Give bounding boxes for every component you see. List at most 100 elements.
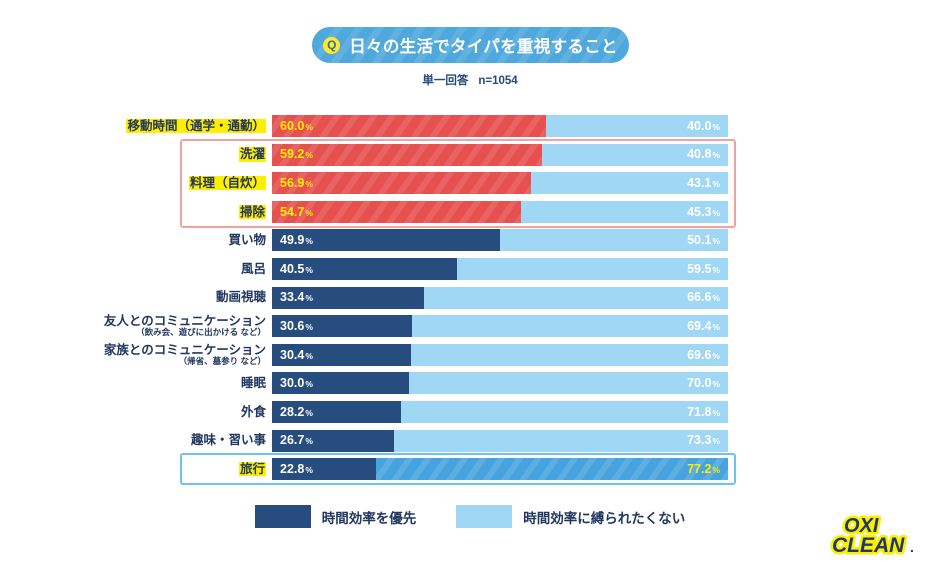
- chart-row: 動画視聴 33.4% 66.6%: [0, 285, 940, 311]
- oxiclean-logo: OXI OXI CLEAN CLEAN .: [830, 510, 922, 560]
- bar-value-label: 26.7%: [280, 433, 313, 448]
- bar-segment-unrestricted: 77.2%: [375, 458, 728, 481]
- bar-segment-priority: 40.5%: [272, 258, 457, 280]
- stacked-bar-chart: 移動時間（通学・通勤） 60.0% 40.0% 洗濯 59.2% 40.8% 料理（自炊） 5…: [0, 112, 940, 486]
- bar-value-label: 40.5%: [280, 261, 313, 276]
- bar-value-label: 22.8%: [280, 461, 313, 476]
- legend-label: 時間効率に縛られたくない: [523, 510, 686, 526]
- svg-text:OXI: OXI: [844, 515, 879, 537]
- bar-value-label: 54.7%: [280, 204, 313, 219]
- bar-value-label: 30.6%: [280, 318, 313, 333]
- row-label: 掃除: [238, 199, 266, 225]
- bar-track: 54.7% 45.3%: [272, 200, 728, 223]
- row-label-main: 風呂: [240, 261, 266, 276]
- row-label: 外食: [241, 399, 266, 425]
- percent-sign: %: [305, 464, 313, 475]
- row-label: 洗濯: [238, 142, 266, 168]
- bar-segment-priority: 30.6%: [272, 315, 412, 338]
- percent-sign: %: [305, 178, 313, 189]
- chart-legend: 時間効率を優先 時間効率に縛られたくない: [0, 505, 940, 528]
- legend-swatch: [456, 505, 513, 528]
- percent-sign: %: [305, 293, 313, 304]
- percent-sign: %: [305, 407, 313, 418]
- bar-segment-priority: 30.4%: [272, 343, 411, 366]
- bar-value-label: 56.9%: [280, 175, 313, 190]
- bar-value-label: 40.0%: [687, 118, 720, 133]
- chart-row: 家族とのコミュニケーション （帰省、墓参り など） 30.4% 69.6%: [0, 342, 940, 368]
- bar-track: 30.0% 70.0%: [272, 372, 728, 395]
- legend-item: 時間効率を優先: [254, 505, 416, 528]
- chart-row: 睡眠 30.0% 70.0%: [0, 370, 940, 396]
- row-label-main: 買い物: [228, 233, 266, 248]
- row-label: 動画視聴: [216, 285, 266, 311]
- bar-value-label: 43.1%: [687, 175, 720, 190]
- chart-row: 趣味・習い事 26.7% 73.3%: [0, 428, 940, 454]
- bar-track: 26.7% 73.3%: [272, 429, 728, 452]
- bar-value-label: 40.8%: [687, 147, 720, 162]
- percent-sign: %: [712, 264, 720, 275]
- percent-sign: %: [712, 178, 720, 189]
- row-label-sub: （飲み会、遊びに出かける など）: [136, 327, 266, 338]
- bar-segment-priority: 49.9%: [272, 229, 500, 252]
- chart-row: 洗濯 59.2% 40.8%: [0, 142, 940, 168]
- bar-segment-priority: 54.7%: [272, 200, 522, 223]
- row-label-main: 家族とのコミュニケーション: [103, 342, 266, 357]
- bar-track: 49.9% 50.1%: [272, 229, 728, 252]
- chart-row: 掃除 54.7% 45.3%: [0, 199, 940, 225]
- percent-sign: %: [712, 293, 720, 304]
- row-label: 旅行: [238, 456, 266, 482]
- chart-row: 友人とのコミュニケーション （飲み会、遊びに出かける など） 30.6% 69.4%: [0, 313, 940, 339]
- row-label-main: 洗濯: [238, 147, 266, 162]
- bar-value-label: 69.4%: [687, 318, 720, 333]
- bar-segment-unrestricted: 71.8%: [400, 401, 728, 423]
- bar-segment-unrestricted: 66.6%: [424, 286, 728, 309]
- chart-row: 料理（自炊） 56.9% 43.1%: [0, 170, 940, 196]
- bar-value-label: 59.2%: [280, 147, 313, 162]
- chart-row: 移動時間（通学・通勤） 60.0% 40.0%: [0, 113, 940, 139]
- row-label-main: 移動時間（通学・通勤）: [126, 118, 266, 134]
- row-label: 家族とのコミュニケーション （帰省、墓参り など）: [104, 342, 266, 368]
- bar-segment-unrestricted: 40.0%: [545, 115, 728, 137]
- bar-value-label: 30.4%: [280, 347, 313, 362]
- bar-value-label: 73.3%: [687, 433, 720, 448]
- row-label: 移動時間（通学・通勤）: [126, 113, 266, 139]
- survey-method: 単一回答: [422, 75, 469, 87]
- bar-value-label: 71.8%: [687, 404, 720, 419]
- bar-value-label: 50.1%: [687, 233, 720, 248]
- chart-row: 買い物 49.9% 50.1%: [0, 227, 940, 253]
- bar-value-label: 60.0%: [280, 118, 313, 133]
- percent-sign: %: [712, 379, 720, 390]
- row-label-main: 掃除: [238, 204, 266, 219]
- bar-segment-unrestricted: 69.4%: [411, 315, 728, 338]
- bar-track: 60.0% 40.0%: [272, 115, 728, 137]
- bar-segment-unrestricted: 73.3%: [393, 429, 728, 452]
- bar-track: 59.2% 40.8%: [272, 143, 728, 166]
- percent-sign: %: [712, 121, 720, 132]
- row-label: 趣味・習い事: [191, 428, 266, 454]
- row-label-main: 友人とのコミュニケーション: [103, 314, 266, 329]
- row-label: 買い物: [228, 227, 266, 253]
- chart-row: 外食 28.2% 71.8%: [0, 399, 940, 425]
- question-title-pill: Q 日々の生活でタイパを重視すること: [312, 27, 629, 63]
- percent-sign: %: [712, 436, 720, 447]
- bar-segment-unrestricted: 70.0%: [408, 372, 728, 395]
- bar-segment-unrestricted: 43.1%: [531, 172, 728, 195]
- bar-segment-priority: 33.4%: [272, 286, 425, 309]
- bar-track: 28.2% 71.8%: [272, 401, 728, 423]
- percent-sign: %: [305, 436, 313, 447]
- chart-row: 風呂 40.5% 59.5%: [0, 256, 940, 282]
- percent-sign: %: [712, 207, 720, 218]
- oxiclean-logo-mark: OXI OXI CLEAN CLEAN .: [830, 513, 914, 560]
- bar-track: 22.8% 77.2%: [272, 458, 728, 481]
- row-label: 料理（自炊）: [188, 170, 266, 196]
- percent-sign: %: [305, 264, 313, 275]
- row-label-main: 旅行: [238, 462, 266, 477]
- bar-segment-priority: 28.2%: [272, 401, 401, 423]
- bar-segment-unrestricted: 45.3%: [521, 200, 728, 223]
- bar-segment-unrestricted: 40.8%: [541, 143, 728, 166]
- bar-segment-priority: 56.9%: [272, 172, 532, 195]
- row-label-sub: （帰省、墓参り など）: [178, 356, 266, 367]
- bar-value-label: 30.0%: [280, 376, 313, 391]
- bar-value-label: 28.2%: [280, 404, 313, 419]
- survey-sample-size: n=1054: [478, 75, 518, 87]
